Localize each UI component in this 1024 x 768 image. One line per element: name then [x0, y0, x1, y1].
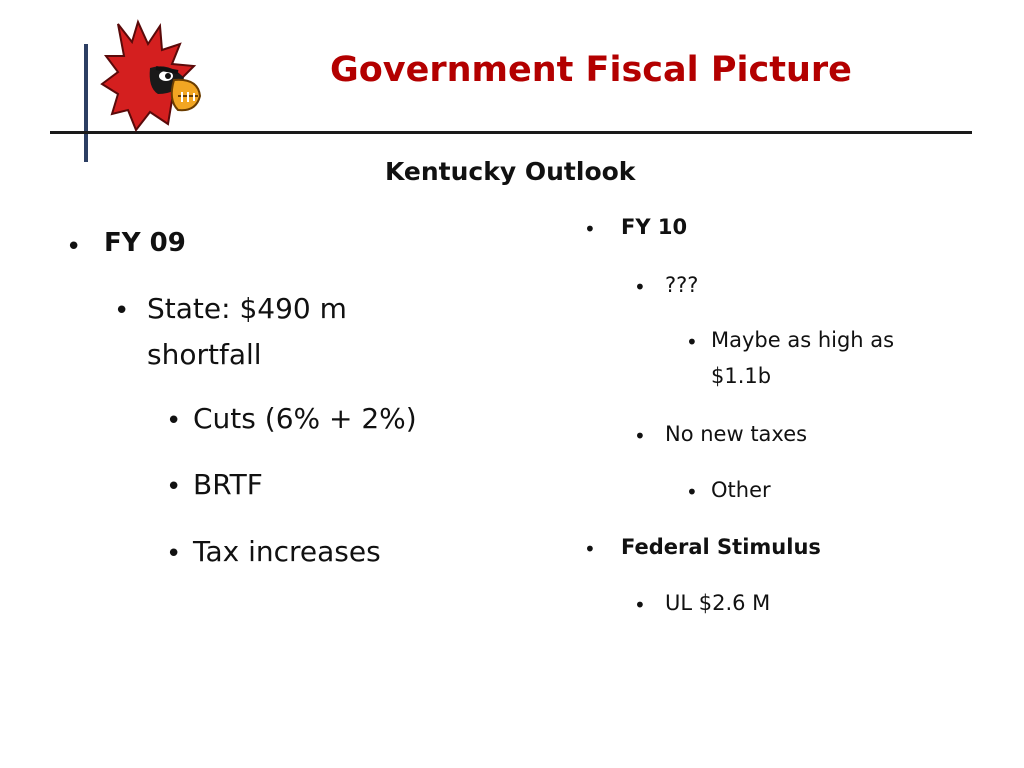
slide-title: Government Fiscal Picture — [330, 50, 852, 90]
bullet-icon: • — [686, 330, 698, 354]
list-item-brtf: BRTF — [193, 468, 263, 501]
list-item-cuts: Cuts (6% + 2%) — [193, 402, 417, 435]
list-item-maybe-line2: $1.1b — [711, 364, 772, 388]
bullet-icon: • — [166, 539, 182, 569]
slide-subtitle: Kentucky Outlook — [385, 157, 636, 186]
list-item-federal-stimulus: Federal Stimulus — [621, 535, 821, 559]
bullet-icon: • — [634, 593, 646, 617]
bullet-icon: • — [686, 480, 698, 504]
bullet-icon: • — [66, 232, 82, 262]
bullet-icon: • — [634, 424, 646, 448]
list-item-state-line2: shortfall — [147, 338, 262, 371]
vertical-accent-bar — [84, 44, 88, 162]
list-item-state-line1: State: $490 m — [147, 292, 347, 325]
header-divider — [50, 131, 972, 134]
list-item-tax-increases: Tax increases — [193, 535, 381, 568]
cardinal-mascot-icon — [100, 19, 202, 132]
list-item-fy09: FY 09 — [104, 228, 186, 258]
list-item-other: Other — [711, 478, 771, 502]
bullet-icon: • — [166, 406, 182, 436]
list-item-ul: UL $2.6 M — [665, 591, 771, 615]
bullet-icon: • — [584, 217, 596, 241]
list-item-no-new-taxes: No new taxes — [665, 422, 808, 446]
bullet-icon: • — [584, 537, 596, 561]
list-item-maybe-line1: Maybe as high as — [711, 328, 895, 352]
bullet-icon: • — [166, 472, 182, 502]
bullet-icon: • — [634, 275, 646, 299]
bullet-icon: • — [114, 296, 130, 326]
list-item-unknown: ??? — [665, 273, 699, 297]
list-item-fy10: FY 10 — [621, 215, 688, 239]
